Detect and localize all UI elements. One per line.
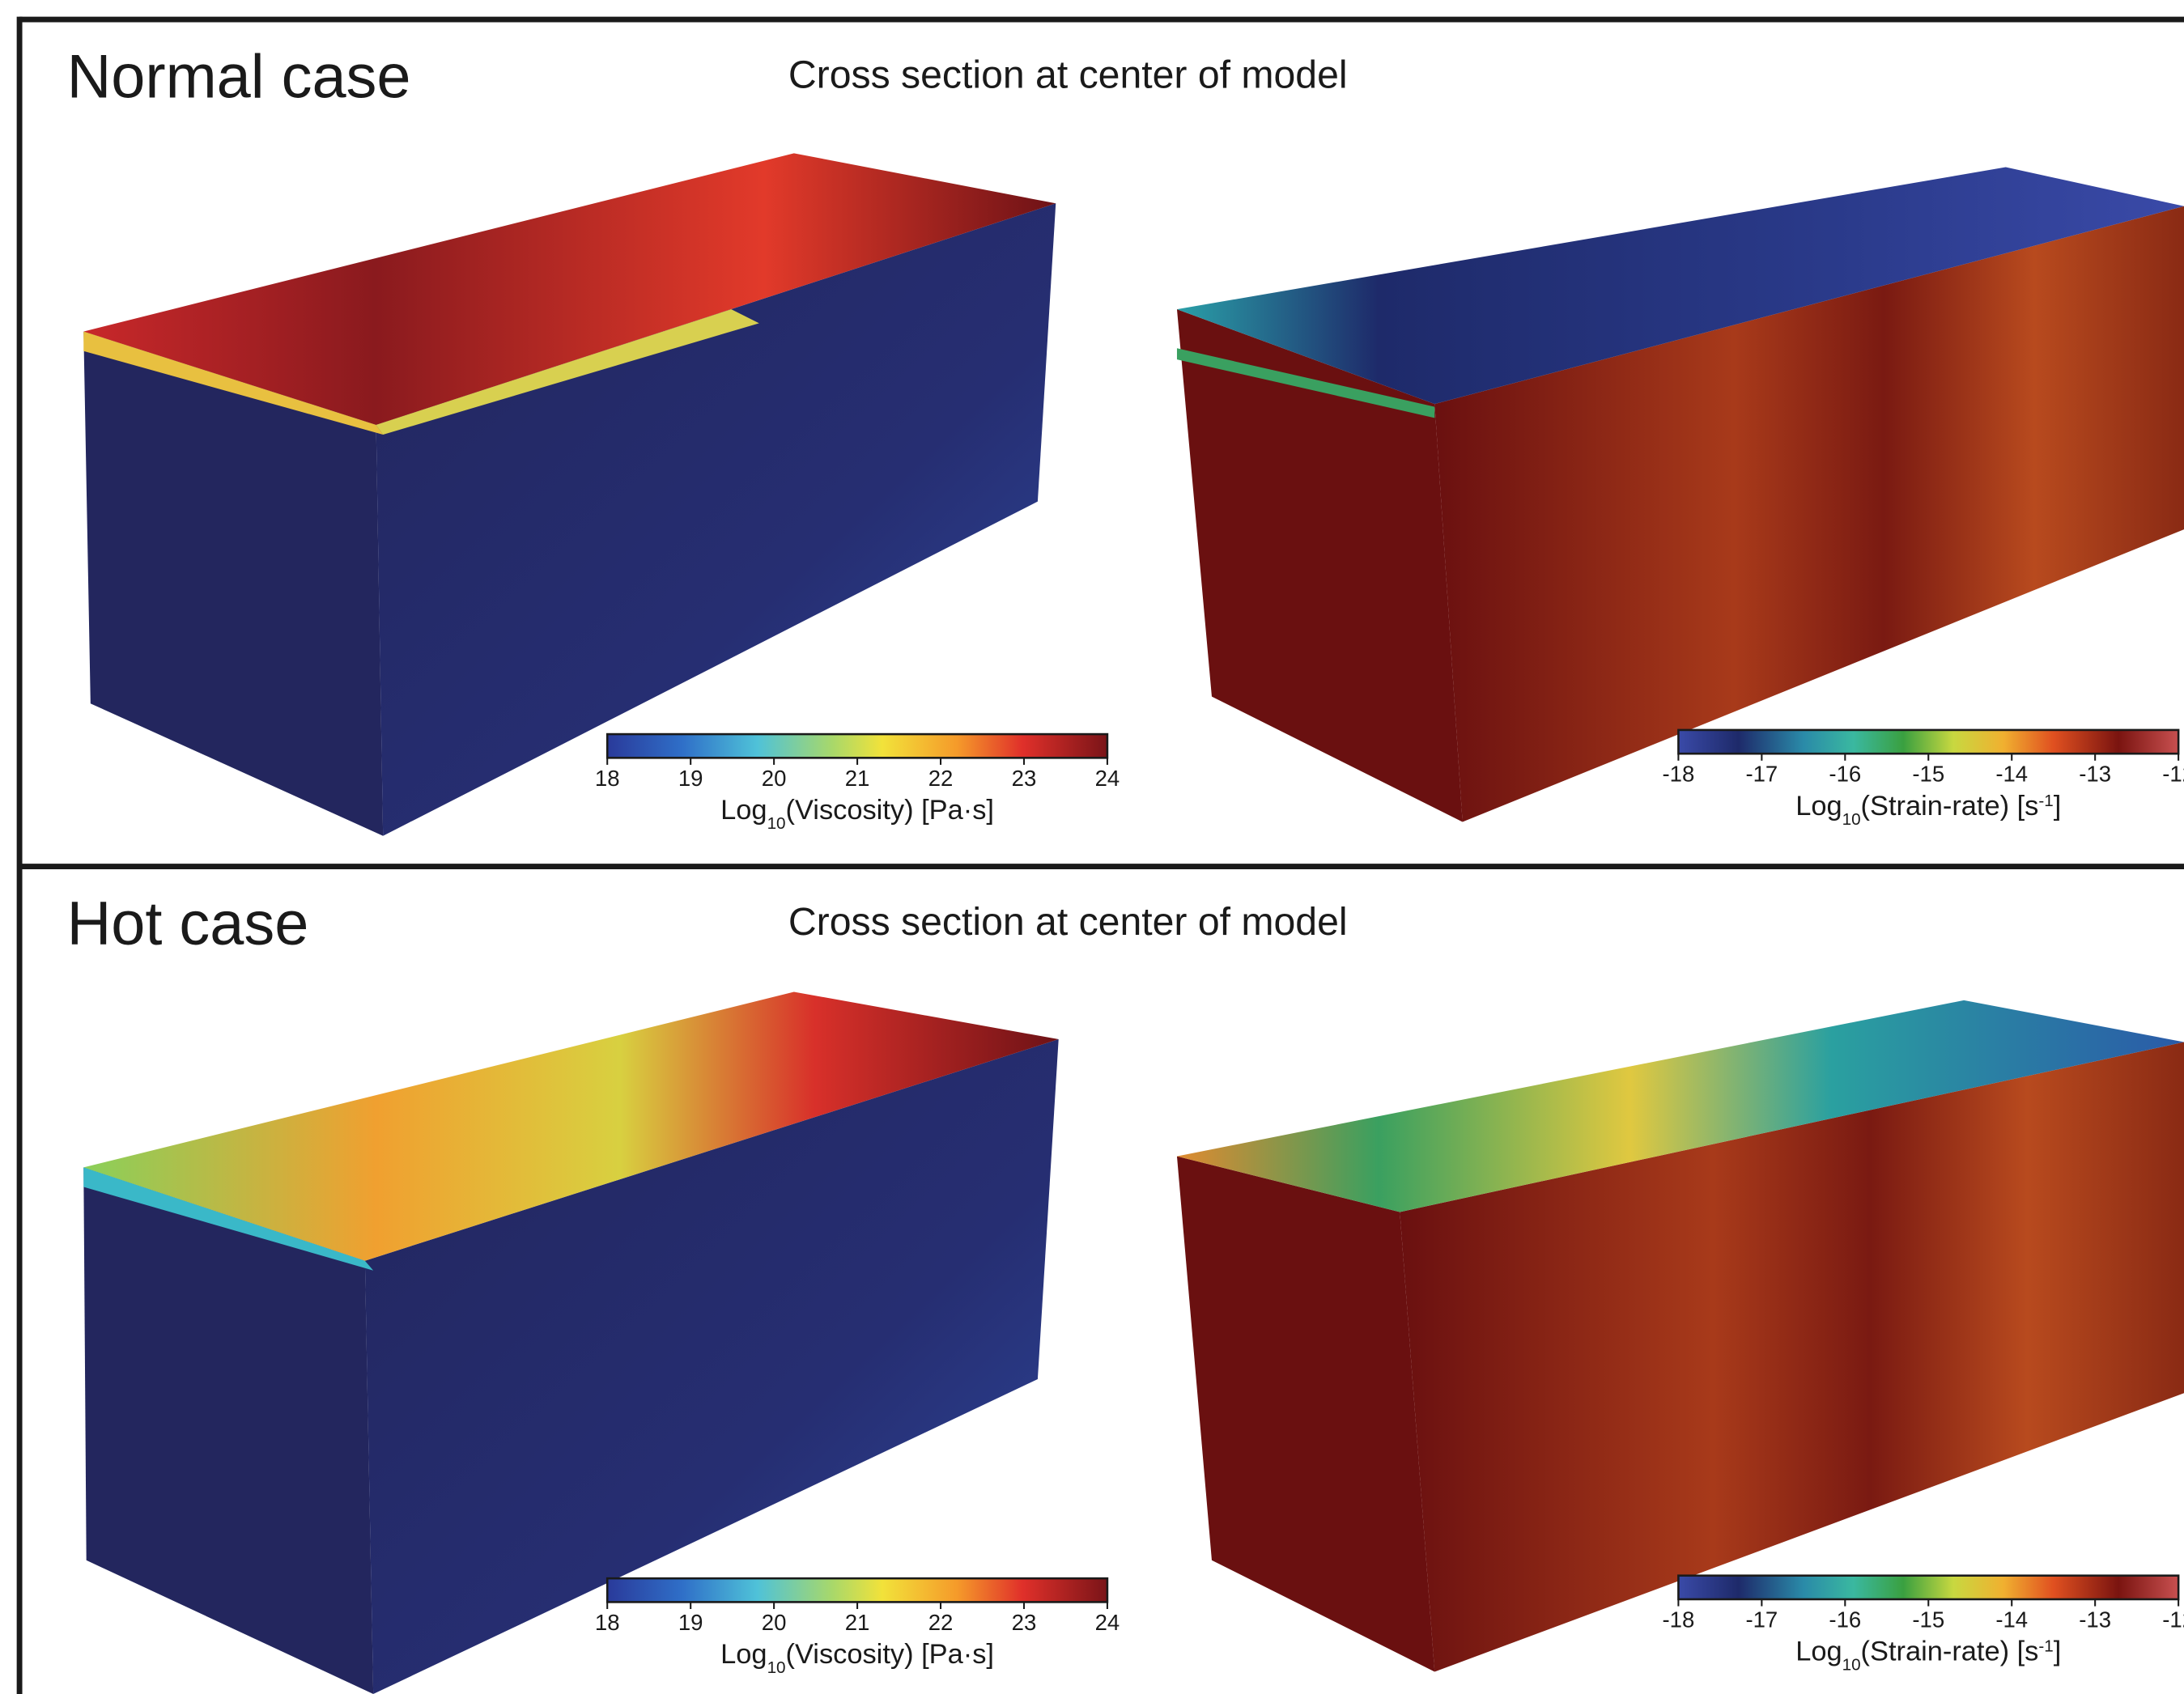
figure: Normal case Cross section at center of mo… <box>0 0 2184 1694</box>
tick-label: -16 <box>1829 1607 1861 1632</box>
label-part: 10 <box>767 1658 786 1677</box>
tick-label: -14 <box>1995 1607 2028 1632</box>
tick-label: 24 <box>1095 766 1120 791</box>
colorbar-label: Log10(Viscosity) [Pa·s] <box>720 1639 994 1677</box>
tick-label: -18 <box>1663 762 1695 787</box>
tick-label: 19 <box>678 766 703 791</box>
label-part: (Viscosity) [Pa·s] <box>786 1639 994 1670</box>
label-part: (Viscosity) [Pa·s] <box>786 795 994 826</box>
tick-label: -18 <box>1663 1607 1695 1632</box>
tick-label: -14 <box>1995 762 2028 787</box>
colorbar <box>1678 1576 2178 1599</box>
tick-label: 22 <box>928 766 954 791</box>
tick-label: -12 <box>2162 762 2184 787</box>
label-part: -1 <box>2038 1637 2053 1655</box>
label-part: (Strain-rate) [s <box>1861 1637 2039 1667</box>
label-part: ] <box>2054 1637 2062 1667</box>
panel-title: Normal case <box>67 42 411 111</box>
colorbar <box>1678 730 2178 754</box>
colorbar <box>607 1578 1107 1602</box>
panel-subtitle: Cross section at center of model <box>788 53 1348 96</box>
tick-label: -15 <box>1912 1607 1944 1632</box>
panel-title: Hot case <box>67 889 309 958</box>
tick-label: 23 <box>1012 1610 1037 1635</box>
tick-label: -13 <box>2079 1607 2111 1632</box>
label-part: Log <box>1795 1637 1842 1667</box>
label-part: -1 <box>2038 791 2053 809</box>
label-part: 10 <box>1842 809 1861 828</box>
tick-label: 20 <box>762 766 787 791</box>
tick-label: -16 <box>1829 762 1861 787</box>
colorbar-label: Log10(Viscosity) [Pa·s] <box>720 795 994 833</box>
colorbar <box>607 734 1107 758</box>
colorbar-label: Log10(Strain-rate) [s-1] <box>1795 791 2061 829</box>
tick-label: 24 <box>1095 1610 1120 1635</box>
label-part: (Strain-rate) [s <box>1861 791 2039 822</box>
tick-label: -17 <box>1745 762 1778 787</box>
label-part: 10 <box>767 814 786 833</box>
tick-label: 18 <box>595 766 620 791</box>
colorbar-label: Log10(Strain-rate) [s-1] <box>1795 1637 2061 1675</box>
tick-label: 22 <box>928 1610 954 1635</box>
tick-label: 19 <box>678 1610 703 1635</box>
tick-label: 21 <box>845 1610 870 1635</box>
tick-label: -15 <box>1912 762 1944 787</box>
model-render <box>1177 1000 2184 1672</box>
tick-label: 20 <box>762 1610 787 1635</box>
tick-label: -17 <box>1745 1607 1778 1632</box>
tick-label: -12 <box>2162 1607 2184 1632</box>
tick-label: 23 <box>1012 766 1037 791</box>
label-part: Log <box>1795 791 1842 822</box>
tick-label: 18 <box>595 1610 620 1635</box>
label-part: Log <box>720 1639 767 1670</box>
model-render <box>1177 168 2184 822</box>
label-part: Log <box>720 795 767 826</box>
panel-subtitle: Cross section at center of model <box>788 900 1348 944</box>
label-part: 10 <box>1842 1655 1861 1674</box>
tick-label: -13 <box>2079 762 2111 787</box>
label-part: ] <box>2054 791 2062 822</box>
tick-label: 21 <box>845 766 870 791</box>
page: {"panels": [ {"title": "Normal case", "s… <box>0 0 2184 1694</box>
